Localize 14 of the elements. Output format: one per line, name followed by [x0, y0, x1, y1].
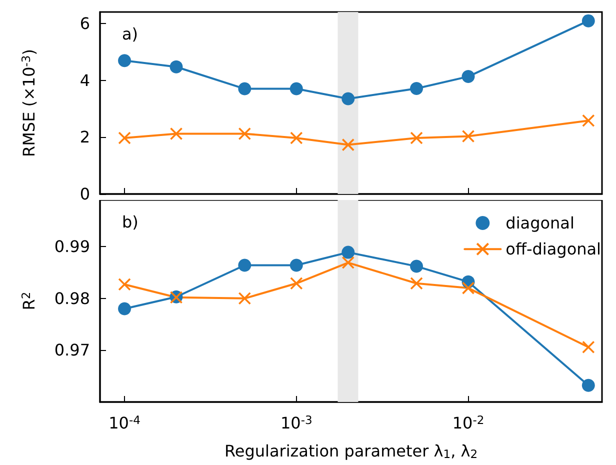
legend-label: off-diagonal: [506, 240, 601, 259]
y-tick-label: 0.97: [54, 340, 90, 360]
y-tick-label: 4: [80, 70, 90, 90]
y-tick-label: 0.99: [54, 237, 90, 256]
annotation: b): [122, 212, 138, 232]
y-tick-label: 2: [80, 128, 90, 147]
y-axis-title: R2: [19, 292, 38, 310]
y-tick-label: 0.98: [54, 288, 90, 308]
x-axis-title: Regularization parameter λ1, λ2: [224, 442, 478, 461]
y-tick-label: 6: [80, 14, 90, 33]
legend-label: diagonal: [506, 214, 574, 232]
annotation: a): [122, 24, 138, 44]
y-tick-label: 0: [80, 184, 90, 204]
y-axis-title: RMSE (×10-3): [19, 48, 38, 158]
